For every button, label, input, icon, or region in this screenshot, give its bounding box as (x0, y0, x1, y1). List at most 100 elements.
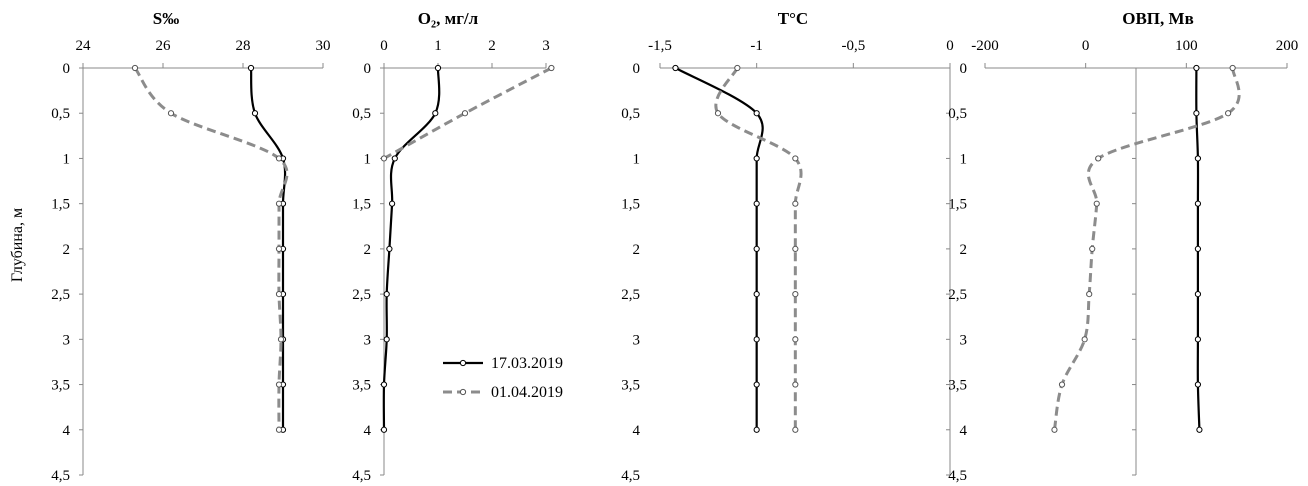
data-point-series-1 (383, 291, 390, 298)
data-point-series-2 (1058, 381, 1066, 388)
series-line-2 (383, 66, 553, 160)
data-point-series-1 (753, 381, 760, 388)
data-point-series-1 (432, 110, 439, 117)
y-tick-label: 1,5 (948, 197, 967, 213)
data-point-series-2 (792, 336, 799, 343)
y-tick-label: 0 (960, 61, 968, 77)
data-point-series-1 (753, 291, 760, 298)
y-tick-label: 0,5 (352, 106, 371, 122)
y-tick-label: 4 (63, 423, 71, 439)
data-point-series-1 (1196, 426, 1203, 433)
data-point-series-1 (672, 64, 679, 72)
data-point-series-1 (753, 426, 760, 433)
y-tick-label: 1 (63, 151, 71, 167)
data-point-series-1 (380, 426, 388, 433)
panel-title: S‰ (153, 9, 179, 28)
y-tick-label: 4 (960, 423, 968, 439)
data-point-series-2 (275, 200, 283, 207)
data-point-series-2 (1095, 155, 1102, 162)
data-point-series-2 (792, 245, 799, 252)
data-point-series-2 (792, 381, 799, 388)
y-tick-label: 2,5 (51, 287, 70, 303)
data-point-series-2 (792, 426, 799, 433)
legend-entry-2: 01.04.2019 (443, 384, 563, 401)
data-point-series-2 (1051, 426, 1058, 433)
legend-marker-1 (459, 359, 467, 367)
data-point-series-1 (383, 336, 390, 343)
x-tick-label: -1,5 (648, 38, 672, 54)
y-tick-label: 2 (633, 242, 641, 258)
y-tick-label: 0,5 (621, 106, 640, 122)
series-line-2 (714, 67, 803, 430)
data-point-series-2 (1225, 110, 1232, 117)
data-point-series-2 (792, 200, 799, 207)
x-tick-label: -200 (971, 38, 999, 54)
panel-1: S‰ 24 26 28 30 0 0,5 1 1,5 2 2,5 3 3,5 4 4,5 (51, 9, 330, 484)
data-point-series-2 (131, 64, 139, 72)
data-point-series-2 (275, 426, 283, 433)
y-tick-label: 0 (633, 61, 641, 77)
data-point-series-1 (391, 155, 398, 162)
data-point-series-2 (714, 110, 722, 117)
legend-label-1: 17.03.2019 (491, 355, 563, 372)
data-point-series-1 (753, 155, 760, 162)
x-tick-label: 3 (542, 38, 550, 54)
x-tick-label: 30 (316, 38, 331, 54)
legend-marker-2 (459, 388, 467, 396)
data-point-series-2 (1093, 200, 1100, 207)
legend-entry-1: 17.03.2019 (443, 355, 563, 372)
data-point-series-2 (277, 336, 285, 343)
y-tick-label: 0,5 (948, 106, 967, 122)
x-tick-label: -1 (750, 38, 763, 54)
y-tick-label: 2,5 (352, 287, 371, 303)
data-point-series-2 (1089, 245, 1096, 252)
legend-label-2: 01.04.2019 (491, 384, 563, 401)
data-point-series-1 (1194, 245, 1202, 252)
x-tick-label: 2 (488, 38, 496, 54)
y-tick-label: 2,5 (948, 287, 967, 303)
data-point-series-2 (792, 155, 799, 162)
data-point-series-2 (1081, 336, 1088, 343)
y-tick-label: 2 (960, 242, 968, 258)
data-point-series-2 (461, 110, 469, 117)
data-point-series-1 (251, 110, 259, 117)
data-point-series-2 (275, 291, 283, 298)
x-tick-label: 200 (1276, 38, 1299, 54)
y-tick-label: 0 (63, 61, 71, 77)
data-point-series-2 (792, 291, 799, 298)
data-point-series-1 (1193, 110, 1200, 117)
y-tick-label: 1,5 (352, 197, 371, 213)
data-point-series-1 (753, 336, 760, 343)
data-point-series-1 (1194, 381, 1202, 388)
y-tick-label: 4,5 (352, 468, 371, 484)
data-point-series-2 (275, 155, 283, 162)
x-tick-label: 26 (156, 38, 172, 54)
legend: 17.03.2019 01.04.2019 (443, 355, 563, 401)
data-point-series-1 (1194, 155, 1202, 162)
y-tick-label: 1 (364, 151, 372, 167)
y-tick-label: 4,5 (948, 468, 967, 484)
y-tick-label: 1 (960, 151, 968, 167)
x-tick-label: 0 (380, 38, 388, 54)
data-point-series-1 (1193, 64, 1200, 72)
data-point-series-1 (247, 64, 255, 72)
data-point-series-1 (380, 381, 388, 388)
x-tick-label: 24 (76, 38, 92, 54)
data-point-series-2 (275, 245, 283, 252)
x-tick-label: 28 (236, 38, 251, 54)
y-tick-label: 0 (364, 61, 372, 77)
y-tick-label: 4 (364, 423, 372, 439)
y-tick-label: 2 (364, 242, 372, 258)
y-tick-label: 4,5 (51, 468, 70, 484)
data-point-series-1 (434, 64, 442, 72)
data-point-series-2 (380, 155, 388, 162)
data-point-series-1 (1194, 291, 1202, 298)
x-tick-label: 100 (1175, 38, 1198, 54)
panel-title: T°C (778, 9, 808, 28)
y-axis-label: Глубина, м (9, 208, 26, 282)
data-point-series-1 (1194, 336, 1202, 343)
data-point-series-1 (753, 110, 760, 117)
